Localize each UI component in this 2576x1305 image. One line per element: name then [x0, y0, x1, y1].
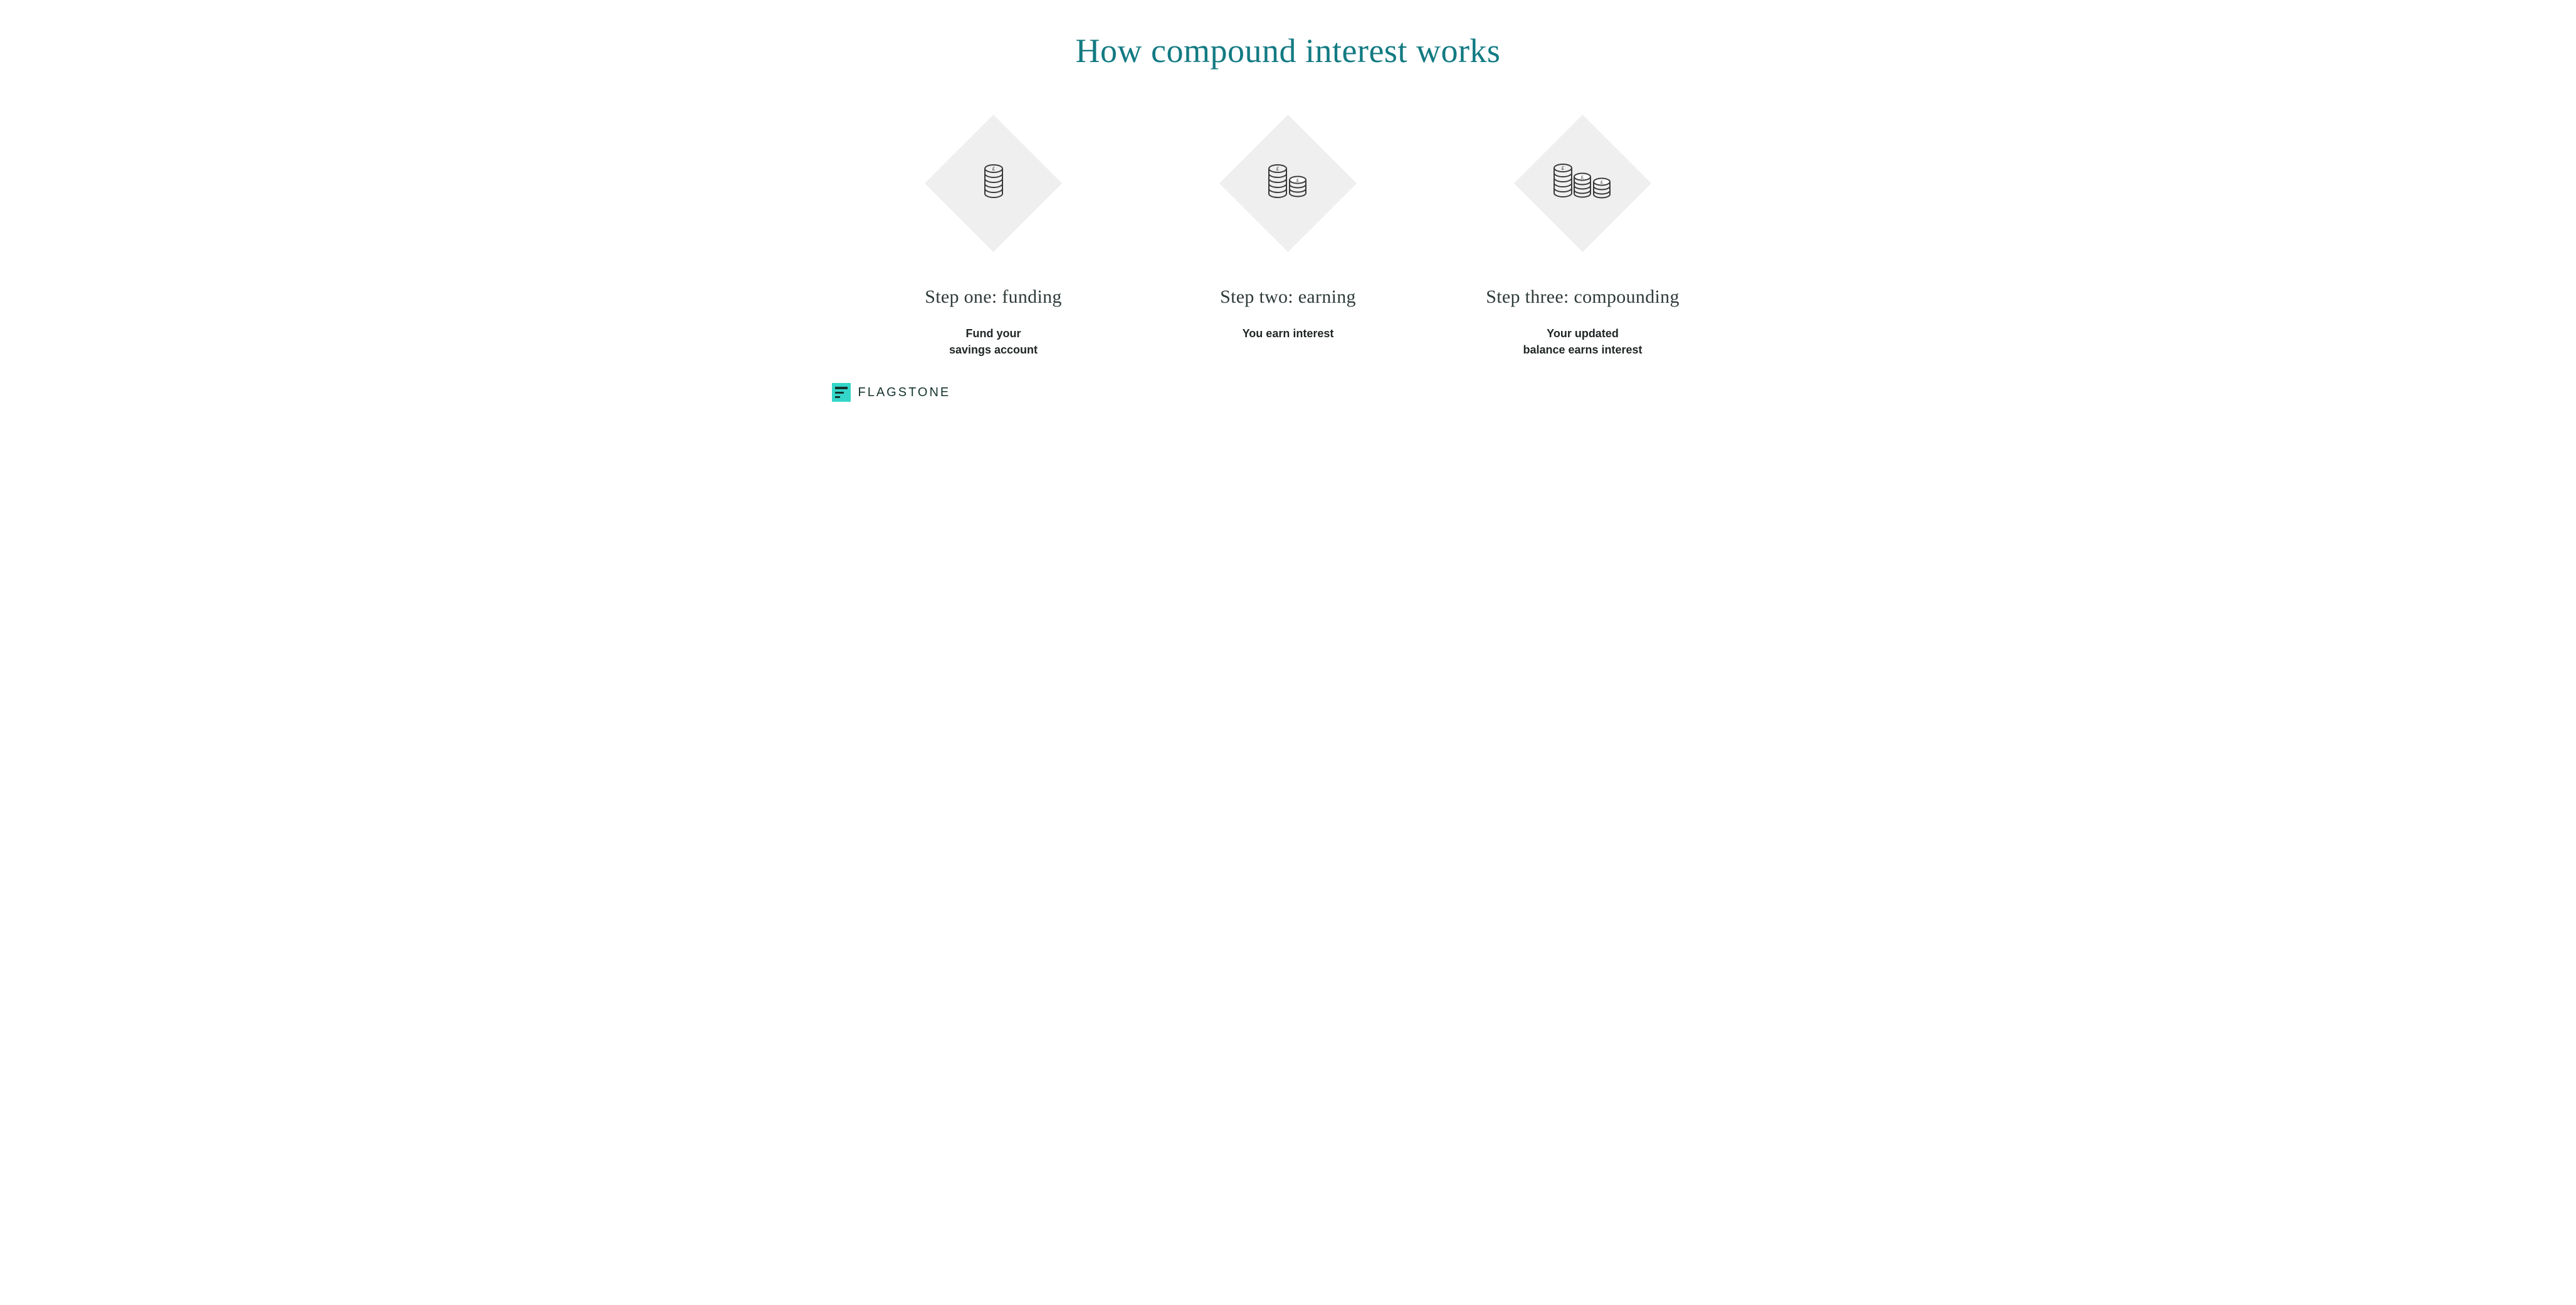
coins-stack-one-icon: £ — [979, 161, 1008, 205]
coins-stack-two-icon: £ £ — [1261, 161, 1315, 205]
step-heading: Step two: earning — [1220, 286, 1356, 308]
step-two: £ £ — [1175, 114, 1401, 342]
step-heading: Step three: compounding — [1486, 286, 1680, 308]
brand-mark-icon — [832, 383, 851, 402]
page-title: How compound interest works — [843, 31, 1733, 70]
coins-stack-three-icon: £ £ — [1547, 160, 1619, 206]
brand-name: FLAGSTONE — [858, 385, 951, 400]
infographic-page: How compound interest works £ — [806, 0, 1771, 421]
diamond-container: £ £ — [1514, 114, 1652, 252]
steps-row: £ Step one: funding Fund your savings ac… — [843, 114, 1733, 358]
step-body: You earn interest — [1243, 325, 1334, 342]
step-body: Fund your savings account — [949, 325, 1038, 358]
svg-text:£: £ — [1276, 166, 1279, 172]
step-one: £ Step one: funding Fund your savings ac… — [881, 114, 1107, 358]
diamond-container: £ £ — [1219, 114, 1357, 252]
step-body: Your updated balance earns interest — [1523, 325, 1642, 358]
step-three: £ £ — [1470, 114, 1696, 358]
svg-text:£: £ — [992, 166, 995, 172]
diamond-container: £ — [925, 114, 1063, 252]
svg-text:£: £ — [1561, 165, 1564, 171]
step-heading: Step one: funding — [925, 286, 1061, 308]
brand-logo: FLAGSTONE — [832, 383, 951, 402]
